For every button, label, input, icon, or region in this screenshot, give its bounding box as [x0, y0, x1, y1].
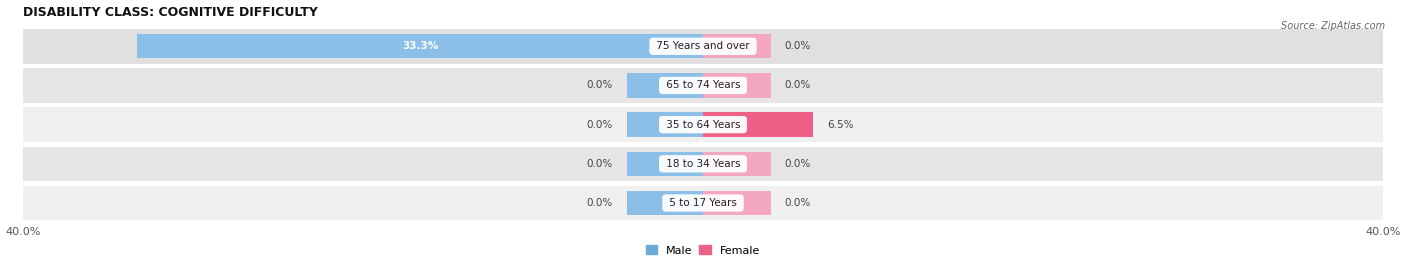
Text: 6.5%: 6.5% [827, 120, 853, 130]
Text: 35 to 64 Years: 35 to 64 Years [662, 120, 744, 130]
Text: 0.0%: 0.0% [785, 80, 811, 90]
Bar [627, 73, 703, 98]
Text: DISABILITY CLASS: COGNITIVE DIFFICULTY: DISABILITY CLASS: COGNITIVE DIFFICULTY [24, 6, 318, 18]
Text: 5 to 17 Years: 5 to 17 Years [666, 198, 740, 208]
Bar [627, 152, 703, 176]
Text: 0.0%: 0.0% [785, 198, 811, 208]
Bar [703, 73, 770, 98]
Bar [24, 68, 1382, 103]
Bar [24, 107, 1382, 142]
Bar [24, 186, 1382, 220]
Bar [627, 191, 703, 215]
Text: 0.0%: 0.0% [586, 198, 613, 208]
Text: 65 to 74 Years: 65 to 74 Years [662, 80, 744, 90]
Text: 75 Years and over: 75 Years and over [652, 41, 754, 51]
Text: 18 to 34 Years: 18 to 34 Years [662, 159, 744, 169]
Legend: Male, Female: Male, Female [641, 241, 765, 260]
Bar [703, 34, 770, 58]
Bar [703, 113, 814, 137]
Bar [138, 34, 703, 58]
Bar [627, 113, 703, 137]
Text: 0.0%: 0.0% [785, 159, 811, 169]
Bar [703, 152, 770, 176]
Text: 33.3%: 33.3% [402, 41, 439, 51]
Bar [24, 147, 1382, 181]
Text: 0.0%: 0.0% [586, 120, 613, 130]
Bar [703, 191, 770, 215]
Text: 0.0%: 0.0% [785, 41, 811, 51]
Text: 0.0%: 0.0% [586, 80, 613, 90]
Bar [24, 29, 1382, 64]
Text: Source: ZipAtlas.com: Source: ZipAtlas.com [1281, 21, 1385, 31]
Text: 0.0%: 0.0% [586, 159, 613, 169]
